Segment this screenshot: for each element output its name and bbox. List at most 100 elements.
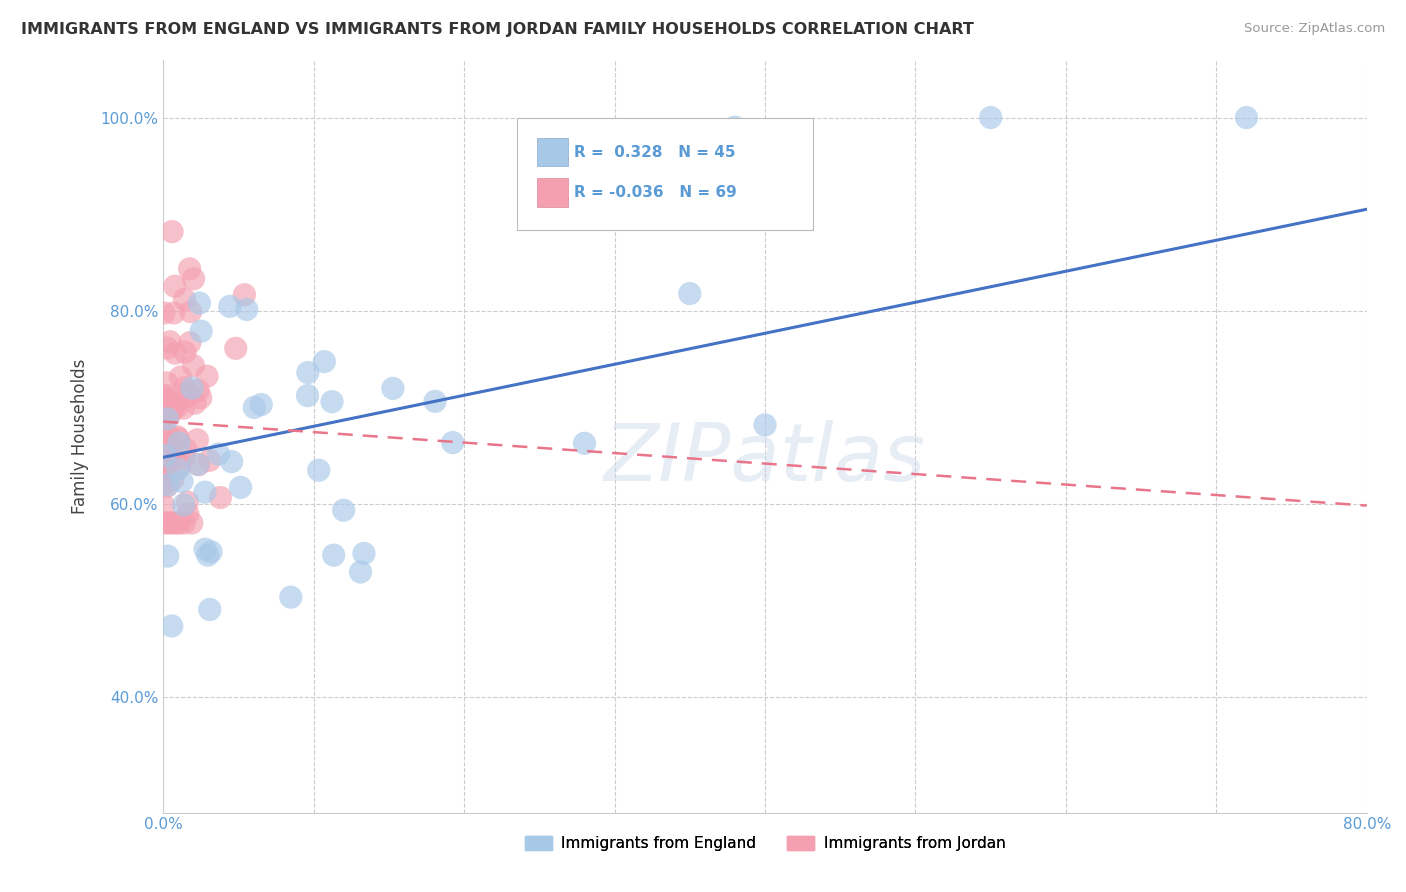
Point	[156, 341, 179, 355]
Point	[155, 458, 177, 472]
Point	[221, 454, 243, 468]
Point	[155, 408, 177, 422]
Point	[165, 346, 187, 360]
Point	[349, 565, 371, 579]
Point	[162, 472, 184, 486]
Point	[165, 401, 187, 415]
Point	[156, 516, 179, 530]
Point	[190, 391, 212, 405]
Point	[186, 433, 208, 447]
Point	[177, 507, 200, 521]
Point	[174, 345, 197, 359]
Text: R =  0.328   N = 45: R = 0.328 N = 45	[574, 145, 735, 160]
Point	[174, 380, 197, 394]
Point	[166, 462, 188, 476]
Point	[157, 457, 180, 471]
Point	[198, 602, 221, 616]
Point	[153, 476, 176, 491]
Point	[153, 449, 176, 463]
Legend: Immigrants from England, Immigrants from Jordan: Immigrants from England, Immigrants from…	[519, 830, 1011, 857]
Point	[187, 384, 209, 398]
Point	[235, 302, 257, 317]
Point	[163, 306, 186, 320]
Y-axis label: Family Households: Family Households	[72, 359, 89, 514]
Point	[308, 463, 330, 477]
Point	[574, 436, 596, 450]
Point	[166, 430, 188, 444]
Point	[165, 399, 187, 413]
Point	[297, 388, 319, 402]
Point	[156, 451, 179, 466]
Point	[159, 430, 181, 444]
Point	[209, 491, 232, 505]
Point	[156, 376, 179, 390]
Point	[225, 341, 247, 355]
Point	[187, 458, 209, 472]
Point	[243, 401, 266, 415]
Point	[381, 381, 404, 395]
Point	[160, 225, 183, 239]
Point	[153, 516, 176, 530]
Point	[187, 458, 209, 472]
Point	[218, 299, 240, 313]
Point	[332, 503, 354, 517]
Point	[980, 111, 1002, 125]
Point	[159, 516, 181, 530]
Point	[167, 436, 190, 450]
Text: R = -0.036   N = 69: R = -0.036 N = 69	[574, 185, 737, 200]
Point	[179, 261, 201, 276]
Point	[233, 287, 256, 301]
Point	[177, 384, 200, 399]
Point	[156, 393, 179, 408]
Point	[155, 453, 177, 467]
Point	[250, 398, 273, 412]
Point	[195, 369, 218, 384]
Point	[153, 390, 176, 404]
Point	[165, 516, 187, 530]
Point	[153, 499, 176, 513]
Point	[176, 495, 198, 509]
Point	[153, 306, 176, 320]
Point	[423, 394, 446, 409]
Point	[197, 548, 219, 562]
Point	[180, 304, 202, 318]
Point	[321, 394, 343, 409]
Point	[441, 435, 464, 450]
Point	[173, 401, 195, 416]
Point	[162, 516, 184, 530]
Point	[322, 548, 344, 562]
Point	[679, 286, 702, 301]
Point	[181, 381, 204, 395]
Point	[155, 395, 177, 409]
Point	[174, 442, 197, 456]
Point	[314, 354, 336, 368]
Point	[170, 475, 193, 489]
Point	[169, 458, 191, 473]
Point	[159, 443, 181, 458]
Point	[190, 324, 212, 338]
Point	[173, 292, 195, 306]
Point	[156, 478, 179, 492]
Point	[156, 389, 179, 403]
Point	[159, 408, 181, 422]
Point	[180, 516, 202, 530]
Point	[1236, 111, 1258, 125]
Point	[169, 370, 191, 384]
Point	[194, 485, 217, 500]
Point	[173, 516, 195, 530]
Point	[159, 334, 181, 349]
Point	[179, 335, 201, 350]
Point	[207, 447, 229, 461]
Point	[177, 389, 200, 403]
Text: IMMIGRANTS FROM ENGLAND VS IMMIGRANTS FROM JORDAN FAMILY HOUSEHOLDS CORRELATION : IMMIGRANTS FROM ENGLAND VS IMMIGRANTS FR…	[21, 22, 974, 37]
Point	[173, 498, 195, 512]
Point	[280, 590, 302, 604]
Point	[603, 169, 626, 184]
Point	[724, 120, 747, 135]
Point	[200, 545, 222, 559]
Point	[167, 432, 190, 446]
Point	[156, 400, 179, 414]
Point	[156, 412, 179, 426]
Point	[163, 279, 186, 293]
Point	[162, 399, 184, 413]
